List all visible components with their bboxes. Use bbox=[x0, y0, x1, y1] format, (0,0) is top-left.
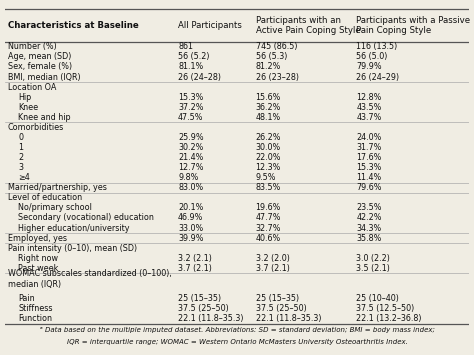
Text: 3.0 (2.2): 3.0 (2.2) bbox=[356, 254, 390, 263]
Text: 43.7%: 43.7% bbox=[356, 113, 382, 122]
Text: 20.1%: 20.1% bbox=[178, 203, 203, 212]
Text: No/primary school: No/primary school bbox=[18, 203, 92, 212]
Text: 15.3%: 15.3% bbox=[178, 93, 203, 102]
Text: 35.8%: 35.8% bbox=[356, 234, 382, 242]
Text: 12.8%: 12.8% bbox=[356, 93, 382, 102]
Text: Higher education/university: Higher education/university bbox=[18, 224, 130, 233]
Text: 745 (86.5): 745 (86.5) bbox=[255, 42, 297, 51]
Text: Sex, female (%): Sex, female (%) bbox=[8, 62, 72, 71]
Text: 34.3%: 34.3% bbox=[356, 224, 382, 233]
Text: 861: 861 bbox=[178, 42, 193, 51]
Text: 25 (10–40): 25 (10–40) bbox=[356, 294, 399, 303]
Text: Stiffness: Stiffness bbox=[18, 304, 53, 313]
Text: 37.5 (25–50): 37.5 (25–50) bbox=[255, 304, 306, 313]
Text: 25 (15–35): 25 (15–35) bbox=[255, 294, 299, 303]
Text: 1: 1 bbox=[18, 143, 23, 152]
Text: 56 (5.0): 56 (5.0) bbox=[356, 53, 388, 61]
Text: Pain intensity (0–10), mean (SD): Pain intensity (0–10), mean (SD) bbox=[8, 244, 137, 253]
Text: 19.6%: 19.6% bbox=[255, 203, 281, 212]
Text: 32.7%: 32.7% bbox=[255, 224, 281, 233]
Text: 11.4%: 11.4% bbox=[356, 173, 382, 182]
Text: 81.1%: 81.1% bbox=[178, 62, 203, 71]
Text: 9.5%: 9.5% bbox=[255, 173, 276, 182]
Text: 37.2%: 37.2% bbox=[178, 103, 203, 112]
Text: Function: Function bbox=[18, 314, 52, 323]
Text: 3.2 (2.1): 3.2 (2.1) bbox=[178, 254, 212, 263]
Text: 22.1 (13.2–36.8): 22.1 (13.2–36.8) bbox=[356, 314, 422, 323]
Text: 26.2%: 26.2% bbox=[255, 133, 281, 142]
Text: 40.6%: 40.6% bbox=[255, 234, 281, 242]
Text: ≥4: ≥4 bbox=[18, 173, 30, 182]
Text: 39.9%: 39.9% bbox=[178, 234, 203, 242]
Text: All Participants: All Participants bbox=[178, 21, 242, 30]
Text: 37.5 (12.5–50): 37.5 (12.5–50) bbox=[356, 304, 415, 313]
Text: 26 (24–29): 26 (24–29) bbox=[356, 72, 400, 82]
Text: 37.5 (25–50): 37.5 (25–50) bbox=[178, 304, 229, 313]
Text: 23.5%: 23.5% bbox=[356, 203, 382, 212]
Text: 43.5%: 43.5% bbox=[356, 103, 382, 112]
Text: Location OA: Location OA bbox=[8, 83, 56, 92]
Text: 12.7%: 12.7% bbox=[178, 163, 203, 172]
Text: 26 (23–28): 26 (23–28) bbox=[255, 72, 299, 82]
Text: 83.5%: 83.5% bbox=[255, 183, 281, 192]
Text: Characteristics at Baseline: Characteristics at Baseline bbox=[8, 21, 139, 30]
Text: 15.3%: 15.3% bbox=[356, 163, 382, 172]
Text: 79.9%: 79.9% bbox=[356, 62, 382, 71]
Text: 15.6%: 15.6% bbox=[255, 93, 281, 102]
Text: 30.2%: 30.2% bbox=[178, 143, 203, 152]
Text: Participants with an
Active Pain Coping Style: Participants with an Active Pain Coping … bbox=[255, 16, 360, 35]
Text: 31.7%: 31.7% bbox=[356, 143, 382, 152]
Text: 116 (13.5): 116 (13.5) bbox=[356, 42, 398, 51]
Text: Comorbidities: Comorbidities bbox=[8, 123, 64, 132]
Text: Secondary (vocational) education: Secondary (vocational) education bbox=[18, 213, 154, 223]
Text: 48.1%: 48.1% bbox=[255, 113, 281, 122]
Text: 22.1 (11.8–35.3): 22.1 (11.8–35.3) bbox=[255, 314, 321, 323]
Text: 56 (5.2): 56 (5.2) bbox=[178, 53, 210, 61]
Text: 22.0%: 22.0% bbox=[255, 153, 281, 162]
Text: 3.7 (2.1): 3.7 (2.1) bbox=[178, 264, 212, 273]
Text: 46.9%: 46.9% bbox=[178, 213, 203, 223]
Text: 3: 3 bbox=[18, 163, 23, 172]
Text: 30.0%: 30.0% bbox=[255, 143, 281, 152]
Text: ᵃ Data based on the multiple imputed dataset. Abbreviations: SD = standard devia: ᵃ Data based on the multiple imputed dat… bbox=[39, 327, 435, 333]
Text: BMI, median (IQR): BMI, median (IQR) bbox=[8, 72, 81, 82]
Text: 3.2 (2.0): 3.2 (2.0) bbox=[255, 254, 290, 263]
Text: 3.5 (2.1): 3.5 (2.1) bbox=[356, 264, 390, 273]
Text: Employed, yes: Employed, yes bbox=[8, 234, 67, 242]
Text: 21.4%: 21.4% bbox=[178, 153, 203, 162]
Text: 33.0%: 33.0% bbox=[178, 224, 203, 233]
Text: Age, mean (SD): Age, mean (SD) bbox=[8, 53, 72, 61]
Text: 2: 2 bbox=[18, 153, 23, 162]
Text: 9.8%: 9.8% bbox=[178, 173, 199, 182]
Text: Participants with a Passive
Pain Coping Style: Participants with a Passive Pain Coping … bbox=[356, 16, 471, 35]
Text: 12.3%: 12.3% bbox=[255, 163, 281, 172]
Text: 25.9%: 25.9% bbox=[178, 133, 204, 142]
Text: Knee: Knee bbox=[18, 103, 38, 112]
Text: 42.2%: 42.2% bbox=[356, 213, 382, 223]
Text: 25 (15–35): 25 (15–35) bbox=[178, 294, 221, 303]
Text: Past week: Past week bbox=[18, 264, 59, 273]
Text: Right now: Right now bbox=[18, 254, 58, 263]
Text: 79.6%: 79.6% bbox=[356, 183, 382, 192]
Text: 26 (24–28): 26 (24–28) bbox=[178, 72, 221, 82]
Text: Hip: Hip bbox=[18, 93, 31, 102]
Text: 81.2%: 81.2% bbox=[255, 62, 281, 71]
Text: 17.6%: 17.6% bbox=[356, 153, 382, 162]
Text: Number (%): Number (%) bbox=[8, 42, 57, 51]
Text: 36.2%: 36.2% bbox=[255, 103, 281, 112]
Text: WOMAC subscales standardized (0–100),
median (IQR): WOMAC subscales standardized (0–100), me… bbox=[8, 269, 172, 289]
Text: Knee and hip: Knee and hip bbox=[18, 113, 71, 122]
Text: 24.0%: 24.0% bbox=[356, 133, 382, 142]
Text: 83.0%: 83.0% bbox=[178, 183, 203, 192]
Text: Level of education: Level of education bbox=[8, 193, 82, 202]
Text: 0: 0 bbox=[18, 133, 23, 142]
Text: 56 (5.3): 56 (5.3) bbox=[255, 53, 287, 61]
Text: 47.7%: 47.7% bbox=[255, 213, 281, 223]
Text: 3.7 (2.1): 3.7 (2.1) bbox=[255, 264, 290, 273]
Text: Married/partnership, yes: Married/partnership, yes bbox=[8, 183, 107, 192]
Text: IQR = interquartile range; WOMAC = Western Ontario McMasters University Osteoart: IQR = interquartile range; WOMAC = Weste… bbox=[66, 339, 408, 345]
Text: 47.5%: 47.5% bbox=[178, 113, 203, 122]
Text: Pain: Pain bbox=[18, 294, 35, 303]
Text: 22.1 (11.8–35.3): 22.1 (11.8–35.3) bbox=[178, 314, 244, 323]
